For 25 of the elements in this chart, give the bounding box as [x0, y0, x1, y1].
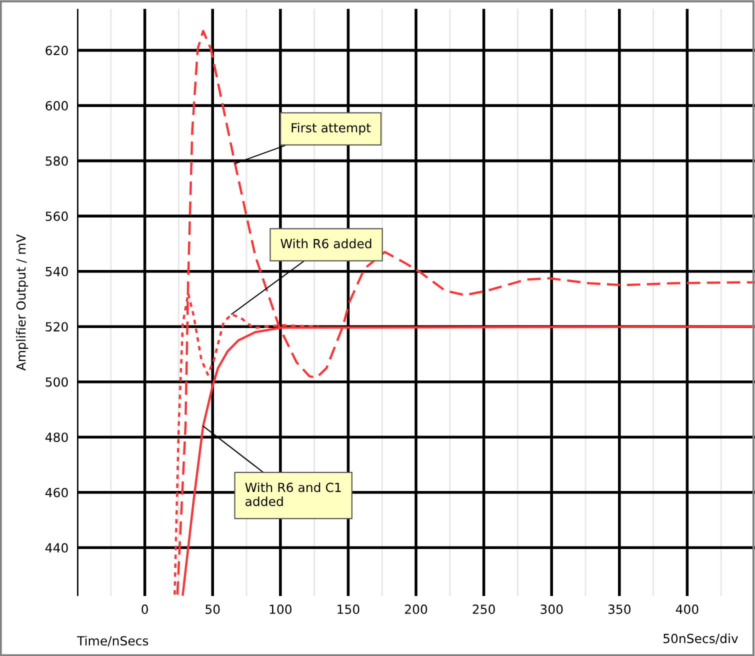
- x-tick-label: 300: [540, 604, 563, 614]
- x-tick-label: 250: [472, 604, 495, 614]
- x-tick-label: 400: [676, 604, 698, 614]
- y-tick-label: 520: [46, 322, 68, 332]
- x-tick-label: 150: [338, 604, 360, 614]
- y-tick-label: 460: [45, 488, 68, 498]
- y-tick-label: 620: [46, 46, 68, 56]
- y-tick-label: 540: [46, 266, 68, 276]
- x-axis-title: Time/nSecs: [76, 636, 148, 647]
- text: 50nSecs/div: [663, 634, 738, 644]
- y-tick-label: 600: [46, 101, 68, 110]
- x-tick-label: 100: [270, 604, 292, 614]
- y-tick-label: 500: [46, 377, 68, 387]
- x-tick-label: 0: [142, 604, 148, 614]
- y-tick-label: 440: [45, 543, 68, 553]
- y-tick-label: 580: [46, 156, 68, 166]
- x-tick-label: 350: [608, 604, 630, 614]
- annotation: With R6 and C1 added: [245, 482, 341, 506]
- y-tick-label: 560: [46, 212, 68, 221]
- annotation: With R6 added: [280, 238, 372, 248]
- y-axis-title: Amplifier Output / mV: [16, 234, 28, 371]
- y-tick-label: 480: [45, 432, 68, 442]
- x-tick-label: 50: [206, 604, 220, 614]
- x-tick-label: 200: [404, 604, 428, 614]
- annotation: First attempt: [292, 122, 371, 135]
